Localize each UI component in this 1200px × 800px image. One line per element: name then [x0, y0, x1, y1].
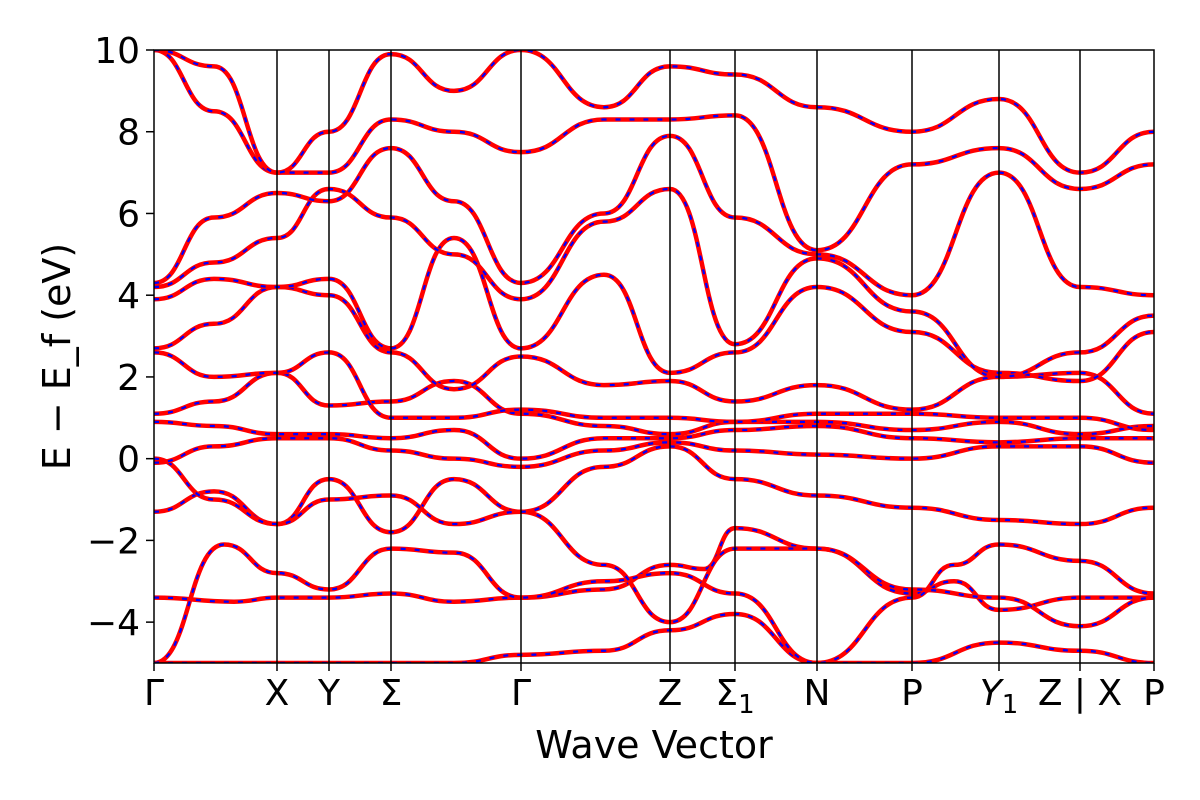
x-tick-label: Γ: [144, 673, 164, 714]
x-tick-label: Y: [317, 673, 341, 714]
y-tick-label: 10: [94, 31, 140, 72]
band-line: [154, 186, 1154, 380]
band-line: [154, 350, 1154, 433]
band-line-dashed: [154, 527, 1154, 611]
x-tick-label: Σ1: [715, 673, 754, 720]
y-tick-label: 0: [117, 440, 140, 481]
band-line: [154, 444, 1154, 527]
band-line: [154, 611, 1154, 663]
x-axis-label: Wave Vector: [535, 723, 773, 767]
x-tick-label: P: [901, 673, 923, 714]
high-symmetry-lines: [276, 50, 1081, 663]
x-tick-label: Γ: [511, 673, 531, 714]
band-line-dashed: [154, 50, 1154, 174]
x-tick-label: X: [265, 673, 290, 714]
band-line: [154, 50, 1154, 175]
band-line-dashed: [154, 285, 1154, 415]
y-tick-label: −4: [87, 603, 140, 644]
x-tick-label: Z | X: [1038, 673, 1122, 714]
band-line: [154, 419, 1154, 461]
band-line: [154, 542, 1154, 663]
band-line-dashed: [154, 371, 1154, 436]
band-line-dashed: [154, 543, 1154, 663]
y-tick-label: 2: [117, 358, 140, 399]
y-tick-label: −2: [87, 521, 140, 562]
y-tick-label: 8: [117, 113, 140, 154]
y-tick-label: 6: [117, 194, 140, 235]
band-line: [154, 476, 1154, 629]
y-axis-label: E − E_f (eV): [35, 243, 79, 471]
x-tick-label: Z: [658, 673, 683, 714]
band-line: [154, 133, 1154, 298]
x-axis-ticks: Γ X Y Σ Γ Z Σ1 N P Y1 Z | X P: [144, 663, 1165, 720]
x-tick-label: N: [804, 673, 831, 714]
x-tick-label: Σ: [380, 673, 403, 714]
y-tick-label: 4: [117, 276, 140, 317]
band-line: [154, 284, 1154, 416]
plot-area: [154, 50, 1154, 663]
x-tick-label: Y1: [980, 673, 1019, 720]
y-axis-ticks: −4 −2 0 2 4 6 8 10: [87, 31, 154, 644]
x-tick-label: P: [1143, 673, 1165, 714]
band-line-dashed: [154, 612, 1154, 663]
band-line-dashed: [154, 445, 1154, 526]
plot-frame: [153, 49, 1155, 664]
band-line: [154, 435, 1154, 470]
